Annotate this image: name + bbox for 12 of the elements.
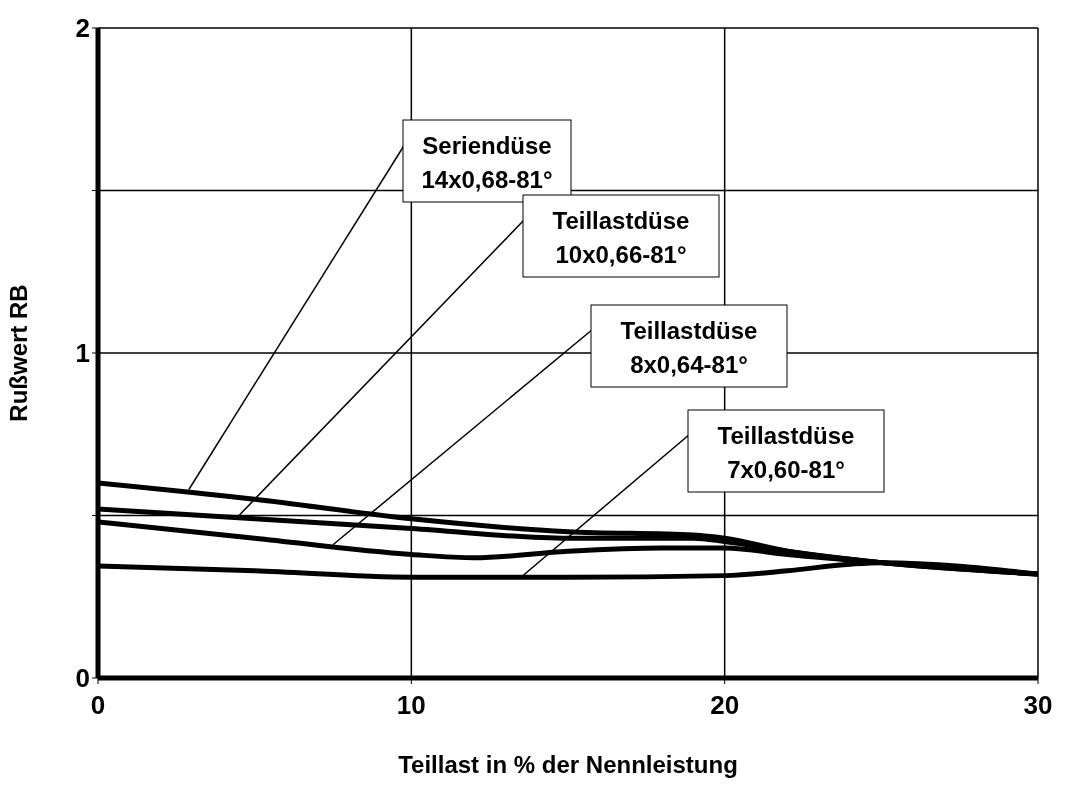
x-tick-label: 10 xyxy=(396,690,426,721)
annotation: Seriendüse 14x0,68-81° xyxy=(421,132,553,193)
y-tick-label: 0 xyxy=(75,663,90,694)
x-axis-title: Teillast in % der Nennleistung xyxy=(398,751,738,778)
y-axis-title: Rußwert RB xyxy=(4,284,32,422)
annotation: Teillastdüse 7x0,60-81° xyxy=(717,422,855,483)
y-tick-label: 2 xyxy=(75,13,90,44)
x-tick-label: 20 xyxy=(710,690,740,721)
y-tick-label: 1 xyxy=(75,338,90,369)
x-tick-label: 30 xyxy=(1023,690,1053,721)
annotation: Teillastdüse 10x0,66-81° xyxy=(552,207,690,268)
annotation: Teillastdüse 8x0,64-81° xyxy=(620,317,758,378)
